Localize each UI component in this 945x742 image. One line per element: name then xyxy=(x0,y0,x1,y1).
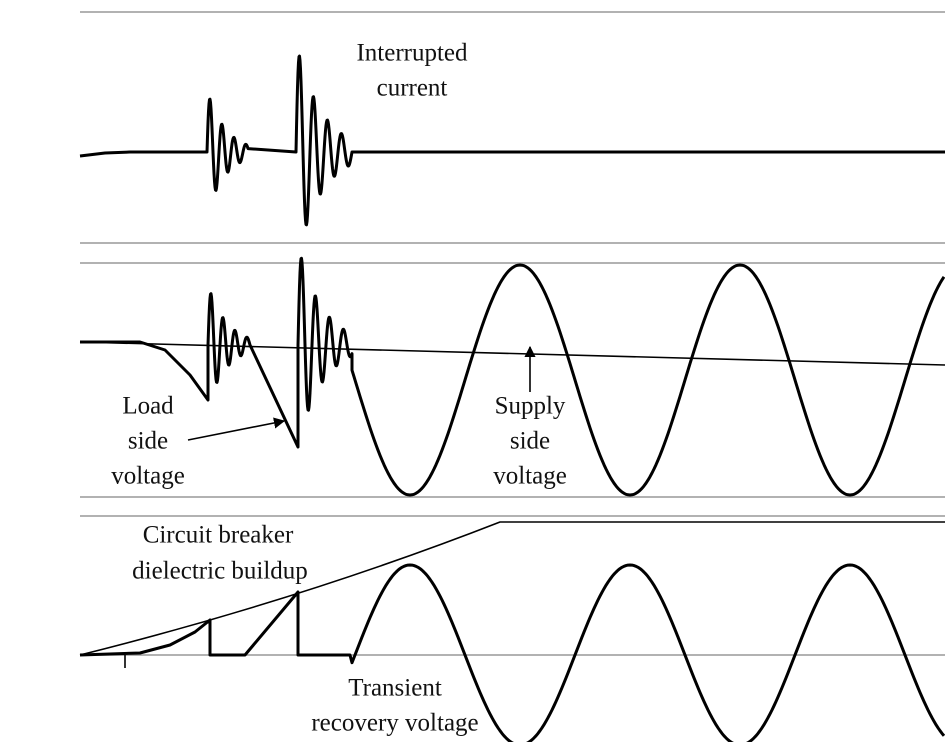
label: voltage xyxy=(111,463,185,490)
label: dielectric buildup xyxy=(132,558,308,585)
label: recovery voltage xyxy=(311,710,478,737)
dielectric-buildup-curve xyxy=(79,521,945,656)
recovery-voltage-waveform xyxy=(79,563,945,742)
label: Transient xyxy=(348,675,442,702)
current-waveform xyxy=(79,54,945,227)
arrow xyxy=(187,417,286,441)
label: voltage xyxy=(493,463,567,490)
label: Load xyxy=(122,393,174,420)
load-side-voltage-waveform xyxy=(80,256,945,497)
label: side xyxy=(128,428,168,455)
label: Interrupted xyxy=(356,40,468,67)
label: Supply xyxy=(495,393,566,420)
label: current xyxy=(377,75,448,102)
label: Circuit breaker xyxy=(143,522,294,549)
supply-side-voltage-waveform xyxy=(79,341,945,366)
label: side xyxy=(510,428,550,455)
